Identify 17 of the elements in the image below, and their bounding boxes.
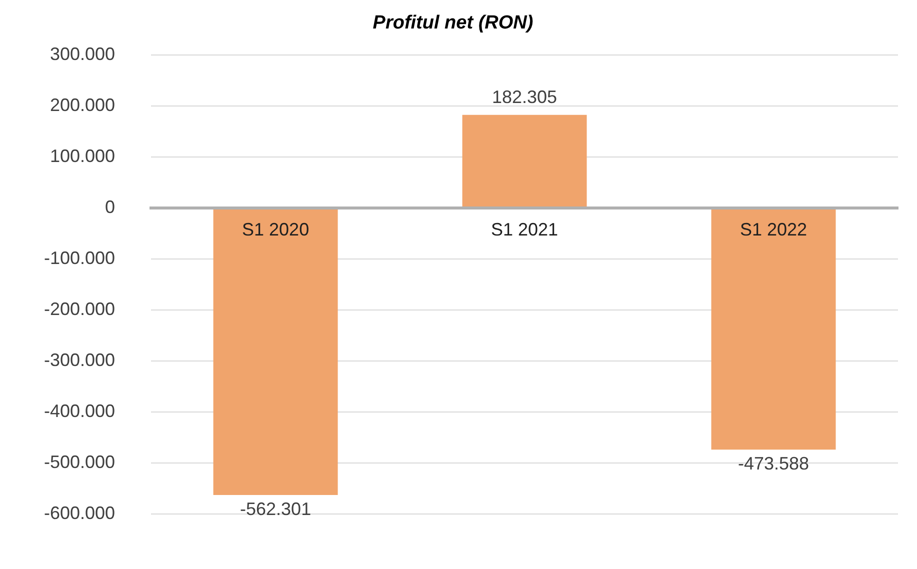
y-tick-label: -400.000 [44, 401, 116, 422]
y-tick-label: 300.000 [50, 44, 116, 64]
y-tick-label: -200.000 [44, 298, 116, 319]
chart-title: Profitul net (RON) [372, 12, 534, 34]
y-tick-label: -500.000 [44, 452, 116, 472]
x-tick-label: S1 2022 [740, 220, 808, 240]
data-label: 182.305 [492, 86, 558, 107]
y-tick-label: 200.000 [50, 94, 116, 115]
y-tick-label: -300.000 [44, 350, 116, 370]
y-tick-label: -100.000 [44, 248, 116, 268]
y-tick-label: 0 [105, 196, 116, 217]
x-tick-label: S1 2020 [242, 220, 310, 240]
y-tick-label: 100.000 [50, 146, 116, 166]
y-tick-label: -600.000 [44, 503, 116, 524]
x-tick-label: S1 2021 [491, 220, 558, 240]
data-label: -473.588 [738, 454, 810, 474]
data-label: -562.301 [240, 498, 312, 519]
